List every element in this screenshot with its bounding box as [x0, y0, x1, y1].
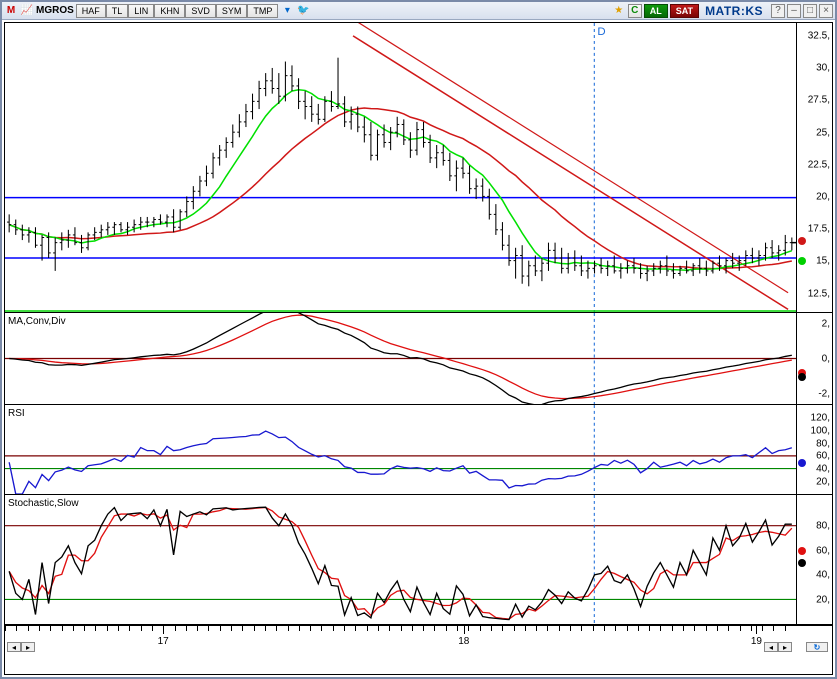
ytick: 80, — [816, 520, 830, 531]
macd-panel[interactable]: MA,Conv,Div -2, 0, 2, — [5, 313, 832, 405]
chart-icon: 📈 — [20, 4, 34, 18]
stoch-label: Stochastic,Slow — [8, 498, 79, 509]
zoom-out-button[interactable]: ◂ — [764, 642, 778, 652]
time-label: 17 — [158, 636, 169, 647]
dropdown-icon[interactable]: ▾ — [280, 4, 294, 18]
ytick: 2, — [822, 318, 830, 329]
app-logo-icon: M — [4, 4, 18, 18]
star-icon[interactable]: ★ — [612, 4, 626, 18]
ytick: 60, — [816, 451, 830, 462]
redraw-icon[interactable]: ↻ — [806, 642, 828, 652]
ytick: 80, — [816, 438, 830, 449]
ytick: 32.5, — [808, 30, 830, 41]
titlebar: M 📈 MGROS HAFTLLINKHNSVDSYMTMP ▾ 🐦 ★ C A… — [2, 2, 835, 20]
ytick: 100, — [811, 425, 830, 436]
ytick: 20, — [816, 477, 830, 488]
ytick: 30, — [816, 63, 830, 74]
maximize-button[interactable]: □ — [803, 4, 817, 18]
chart-window: M 📈 MGROS HAFTLLINKHNSVDSYMTMP ▾ 🐦 ★ C A… — [0, 0, 837, 679]
ytick: -2, — [818, 389, 830, 400]
ytick: 40, — [816, 570, 830, 581]
twitter-icon[interactable]: 🐦 — [296, 4, 310, 18]
chart-panes: D 12.5,15,17.5,20,22.5,25,27.5,30,32.5, … — [4, 22, 833, 675]
ticker-symbol[interactable]: MGROS — [36, 5, 74, 16]
toolbar-haf-button[interactable]: HAF — [76, 4, 106, 18]
rsi-panel[interactable]: RSI 20, 40, 60, 80, 100, 120, — [5, 405, 832, 495]
price-panel[interactable]: D 12.5, 15, 17.5, 20, 22.5, 25, 27.5, 30, 32.5, — [5, 23, 832, 313]
time-label: 19 — [751, 636, 762, 647]
brand-label: MATR:KS — [705, 4, 763, 18]
help-button[interactable]: ? — [771, 4, 785, 18]
buy-button[interactable]: AL — [644, 4, 668, 18]
ytick: 40, — [816, 464, 830, 475]
toolbar-lin-button[interactable]: LIN — [128, 4, 154, 18]
toolbar-khn-button[interactable]: KHN — [154, 4, 185, 18]
ytick: 20, — [816, 192, 830, 203]
close-button[interactable]: × — [819, 4, 833, 18]
refresh-icon[interactable]: C — [628, 4, 642, 18]
macd-label: MA,Conv,Div — [8, 316, 66, 327]
rsi-label: RSI — [8, 408, 25, 419]
stochastic-panel[interactable]: Stochastic,Slow 20, 40, 60, 80, — [5, 495, 832, 625]
zoom-in-button[interactable]: ▸ — [778, 642, 792, 652]
ytick: 17.5, — [808, 224, 830, 235]
svg-text:D: D — [597, 26, 605, 38]
ytick: 20, — [816, 595, 830, 606]
ytick: 60, — [816, 545, 830, 556]
time-label: 18 — [458, 636, 469, 647]
ytick: 27.5, — [808, 95, 830, 106]
scroll-right-button[interactable]: ▸ — [21, 642, 35, 652]
ytick: 25, — [816, 127, 830, 138]
scroll-left-button[interactable]: ◂ — [7, 642, 21, 652]
ytick: 22.5, — [808, 159, 830, 170]
toolbar-sym-button[interactable]: SYM — [216, 4, 248, 18]
toolbar-tmp-button[interactable]: TMP — [247, 4, 278, 18]
toolbar-svd-button[interactable]: SVD — [185, 4, 216, 18]
minimize-button[interactable]: – — [787, 4, 801, 18]
ytick: 0, — [822, 354, 830, 365]
time-axis: 17 18 19 ◂ ▸ ◂ ▸ ↻ — [5, 625, 832, 655]
toolbar-tl-button[interactable]: TL — [106, 4, 129, 18]
sell-button[interactable]: SAT — [670, 4, 699, 18]
ytick: 120, — [811, 412, 830, 423]
ytick: 15, — [816, 256, 830, 267]
ytick: 12.5, — [808, 288, 830, 299]
